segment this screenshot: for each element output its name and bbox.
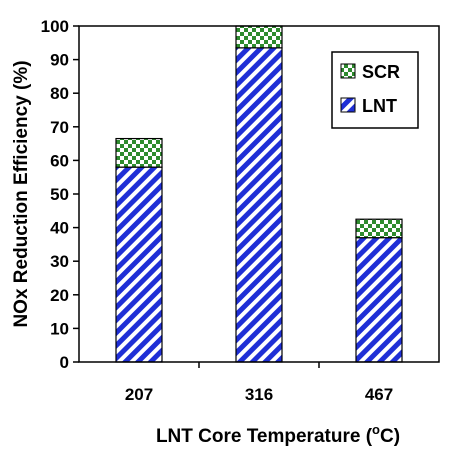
y-tick-label: 90	[50, 51, 69, 70]
y-tick-label: 80	[50, 84, 69, 103]
legend-swatch-lnt	[340, 97, 356, 113]
x-axis-title-degree: o	[372, 422, 380, 437]
bar-scr-316	[235, 25, 283, 49]
legend-swatch-scr	[340, 63, 356, 79]
legend: SCR LNT	[331, 51, 419, 129]
y-tick-label: 30	[50, 252, 69, 271]
y-tick-label: 70	[50, 118, 69, 137]
y-tick-label: 0	[60, 353, 69, 372]
x-axis-title: LNT Core Temperature (oC)	[156, 422, 400, 447]
bar-lnt-207	[115, 166, 163, 363]
x-axis-title-main: LNT Core Temperature (	[156, 426, 373, 447]
y-tick-label: 50	[50, 185, 69, 204]
bars-layer	[115, 25, 403, 363]
bar-lnt-467	[355, 237, 403, 363]
y-tick-label: 10	[50, 319, 69, 338]
x-tick-label: 467	[365, 385, 393, 404]
y-tick-label: 40	[50, 219, 69, 238]
x-tick-label: 316	[245, 385, 273, 404]
legend-label-scr: SCR	[362, 62, 400, 82]
x-tick-label: 207	[125, 385, 153, 404]
plot-frame	[78, 25, 440, 363]
x-axis-title-end: C)	[380, 426, 400, 447]
y-axis-ticks: 0 10 20 30 40 50 60 70 80 90 100	[41, 17, 79, 372]
y-tick-label: 60	[50, 151, 69, 170]
y-tick-label: 100	[41, 17, 69, 36]
x-axis-ticks: 207 316 467	[125, 362, 393, 404]
bar-scr-467	[355, 218, 403, 239]
legend-label-lnt: LNT	[362, 96, 397, 116]
bar-lnt-316	[235, 47, 283, 363]
y-axis-title: NOx Reduction Efficiency (%)	[11, 60, 32, 327]
bar-scr-207	[115, 137, 163, 168]
y-tick-label: 20	[50, 286, 69, 305]
